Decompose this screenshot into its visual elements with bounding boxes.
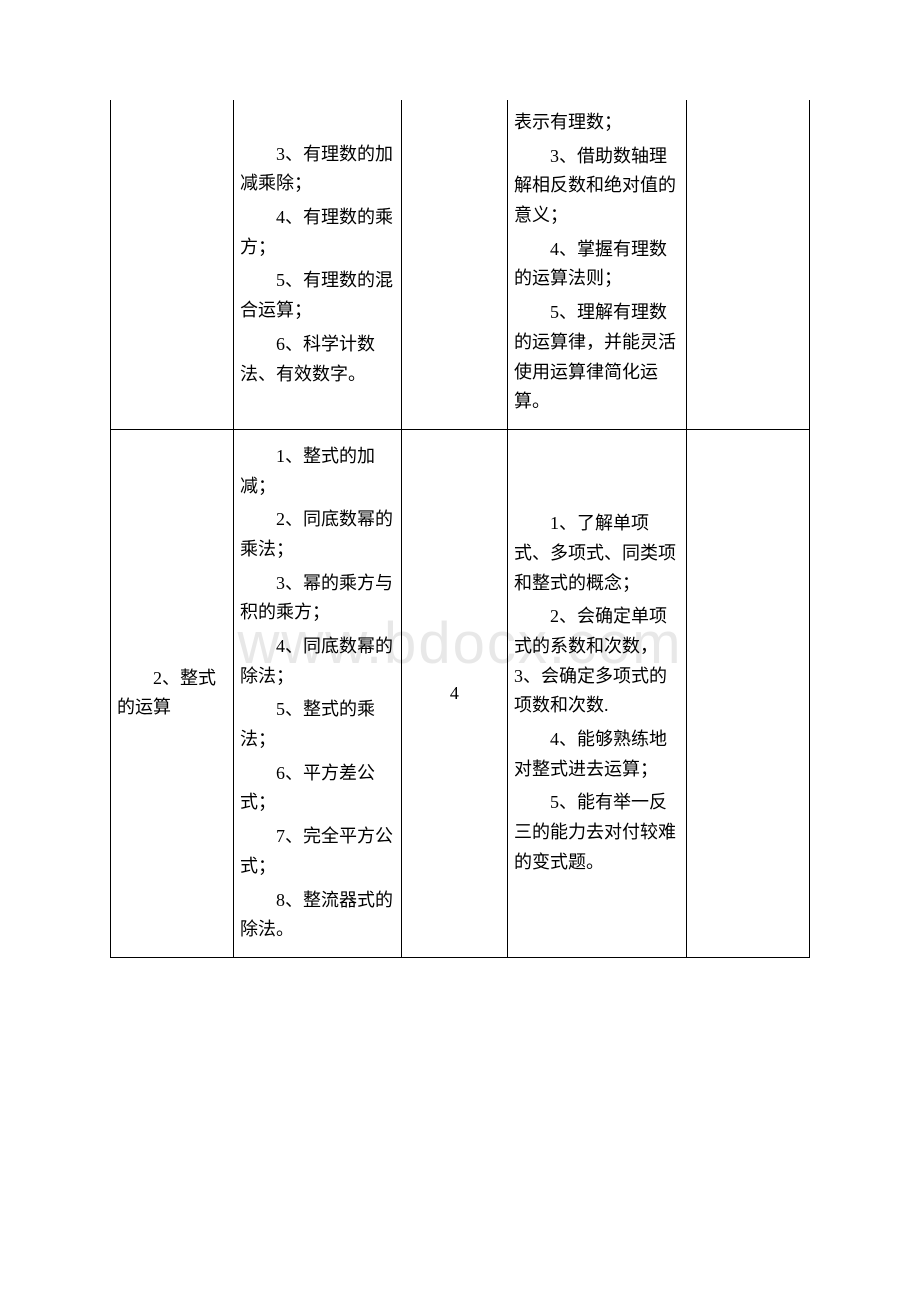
objective-item: 5、能有举一反三的能力去对付较难的变式题。 — [514, 788, 680, 877]
objective-item: 3、借助数轴理解相反数和绝对值的意义； — [514, 142, 680, 231]
content-item: 4、同底数幂的除法； — [240, 632, 395, 691]
objective-item: 4、能够熟练地对整式进去运算； — [514, 725, 680, 784]
cell-notes — [686, 100, 809, 429]
content-item: 3、有理数的加减乘除； — [240, 140, 395, 199]
content-item: 5、整式的乘法； — [240, 695, 395, 754]
cell-hours: 4 — [401, 429, 507, 957]
objective-item: 2、会确定单项式的系数和次数，3、会确定多项式的项数和次数. — [514, 602, 680, 721]
content-item: 1、整式的加减； — [240, 442, 395, 501]
table-wrapper: 3、有理数的加减乘除； 4、有理数的乘方； 5、有理数的混合运算； 6、科学计数… — [110, 100, 810, 958]
content-item: 6、平方差公式； — [240, 759, 395, 818]
objective-item-pre: 表示有理数； — [514, 112, 622, 132]
objective-item: 5、理解有理数的运算律，并能灵活使用运算律简化运算。 — [514, 298, 680, 417]
objective-item: 4、掌握有理数的运算法则； — [514, 235, 680, 294]
content-item: 3、幂的乘方与积的乘方； — [240, 569, 395, 628]
cell-content: 3、有理数的加减乘除； 4、有理数的乘方； 5、有理数的混合运算； 6、科学计数… — [234, 100, 402, 429]
content-item: 7、完全平方公式； — [240, 822, 395, 881]
content-item: 2、同底数幂的乘法； — [240, 505, 395, 564]
curriculum-table: 3、有理数的加减乘除； 4、有理数的乘方； 5、有理数的混合运算； 6、科学计数… — [110, 100, 810, 958]
content-item: 8、整流器式的除法。 — [240, 886, 395, 945]
cell-objectives: 表示有理数； 3、借助数轴理解相反数和绝对值的意义； 4、掌握有理数的运算法则；… — [508, 100, 687, 429]
table-row: 3、有理数的加减乘除； 4、有理数的乘方； 5、有理数的混合运算； 6、科学计数… — [111, 100, 810, 429]
content-item: 6、科学计数法、有效数字。 — [240, 330, 395, 389]
cell-content: 1、整式的加减； 2、同底数幂的乘法； 3、幂的乘方与积的乘方； 4、同底数幂的… — [234, 429, 402, 957]
cell-topic — [111, 100, 234, 429]
table-row: 2、整式的运算 1、整式的加减； 2、同底数幂的乘法； 3、幂的乘方与积的乘方；… — [111, 429, 810, 957]
cell-hours — [401, 100, 507, 429]
cell-topic: 2、整式的运算 — [111, 429, 234, 957]
cell-objectives: 1、了解单项式、多项式、同类项和整式的概念； 2、会确定单项式的系数和次数，3、… — [508, 429, 687, 957]
content-item: 4、有理数的乘方； — [240, 203, 395, 262]
topic-label: 2、整式的运算 — [117, 664, 227, 723]
content-item: 5、有理数的混合运算； — [240, 266, 395, 325]
cell-notes — [686, 429, 809, 957]
objective-item: 1、了解单项式、多项式、同类项和整式的概念； — [514, 509, 680, 598]
